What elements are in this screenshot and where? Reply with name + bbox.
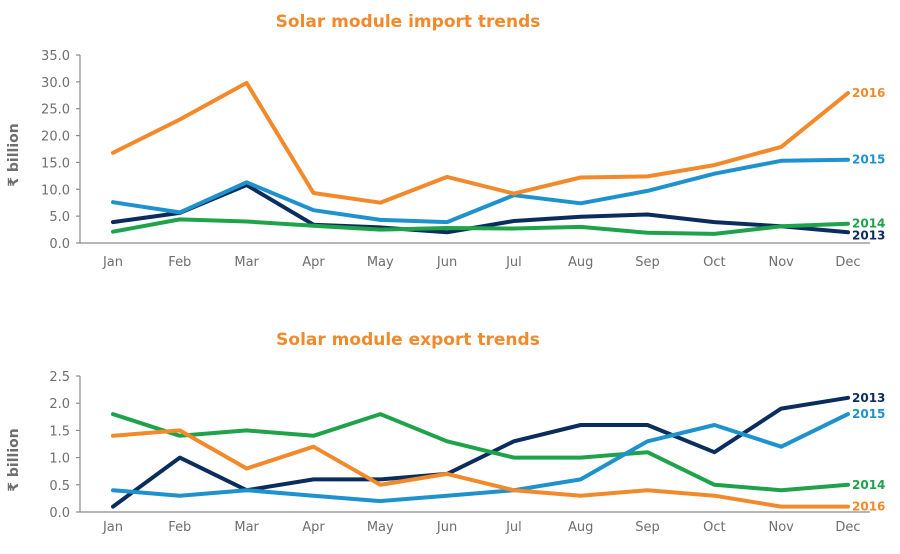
export-x-tick-label: Dec	[835, 520, 860, 535]
import-y-tick-label: 5.0	[49, 210, 70, 225]
import-x-tick-label: Sep	[635, 255, 660, 270]
export-series-line-2016	[111, 428, 850, 509]
import-series-label-2013: 2013	[852, 229, 885, 243]
import-x-tick-label: May	[367, 255, 394, 270]
export-chart-title: Solar module export trends	[276, 330, 540, 350]
import-x-tick-label: Jan	[102, 255, 123, 270]
export-y-tick-label: 1.0	[49, 452, 70, 467]
export-x-tick-label: Jul	[505, 520, 522, 535]
import-x-tick-label: Oct	[703, 255, 725, 270]
import-y-tick-label: 10.0	[41, 183, 70, 198]
export-y-tick-label: 2.5	[49, 370, 70, 385]
export-x-tick-label: Nov	[768, 520, 794, 535]
import-x-tick-label: Dec	[835, 255, 860, 270]
import-y-tick-label: 35.0	[41, 49, 70, 64]
export-series-line-2015	[111, 412, 850, 504]
export-y-tick-label: 0.0	[49, 506, 70, 521]
import-chart-title: Solar module import trends	[276, 12, 541, 32]
import-x-tick-label: Apr	[302, 255, 325, 270]
export-series-label-2016: 2016	[852, 500, 885, 514]
import-x-tick-label: Jul	[505, 255, 522, 270]
export-y-tick-label: 0.5	[49, 479, 70, 494]
import-x-tick-label: Mar	[234, 255, 259, 270]
import-y-tick-label: 15.0	[41, 156, 70, 171]
import-x-tick-label: Jun	[436, 255, 457, 270]
import-y-axis-label: ₹ billion	[6, 123, 22, 186]
import-x-tick-label: Feb	[168, 255, 191, 270]
import-x-tick-label: Aug	[568, 255, 593, 270]
export-x-tick-label: Feb	[168, 520, 191, 535]
import-series-label-2016: 2016	[852, 86, 885, 100]
export-y-tick-label: 2.0	[49, 397, 70, 412]
import-y-tick-label: 30.0	[41, 76, 70, 91]
import-y-tick-label: 20.0	[41, 130, 70, 145]
import-series-line-2016	[111, 80, 850, 205]
export-x-tick-label: Jan	[102, 520, 123, 535]
export-x-tick-label: Oct	[703, 520, 725, 535]
import-trends-chart: Solar module import trends ₹ billion 0.0…	[6, 12, 885, 270]
export-trends-chart: Solar module export trends ₹ billion 0.0…	[6, 330, 885, 535]
export-series-label-2013: 2013	[852, 391, 885, 405]
export-series-line-2013	[111, 395, 850, 509]
import-series-line-2014	[111, 217, 850, 236]
export-x-tick-label: Jun	[436, 520, 457, 535]
export-series-label-2015: 2015	[852, 407, 885, 421]
export-series-line-2014	[111, 412, 850, 493]
import-series-line-2015	[111, 157, 850, 225]
export-x-tick-label: Aug	[568, 520, 593, 535]
export-x-tick-label: Mar	[234, 520, 259, 535]
export-y-tick-label: 1.5	[49, 424, 70, 439]
import-series-label-2014: 2014	[852, 217, 885, 231]
export-series-label-2014: 2014	[852, 478, 885, 492]
export-x-tick-label: Apr	[302, 520, 325, 535]
import-y-tick-label: 0.0	[49, 237, 70, 252]
import-y-tick-label: 25.0	[41, 103, 70, 118]
import-series-label-2015: 2015	[852, 153, 885, 167]
export-x-tick-label: May	[367, 520, 394, 535]
export-y-axis-label: ₹ billion	[6, 428, 22, 491]
import-x-tick-label: Nov	[768, 255, 794, 270]
export-x-tick-label: Sep	[635, 520, 660, 535]
